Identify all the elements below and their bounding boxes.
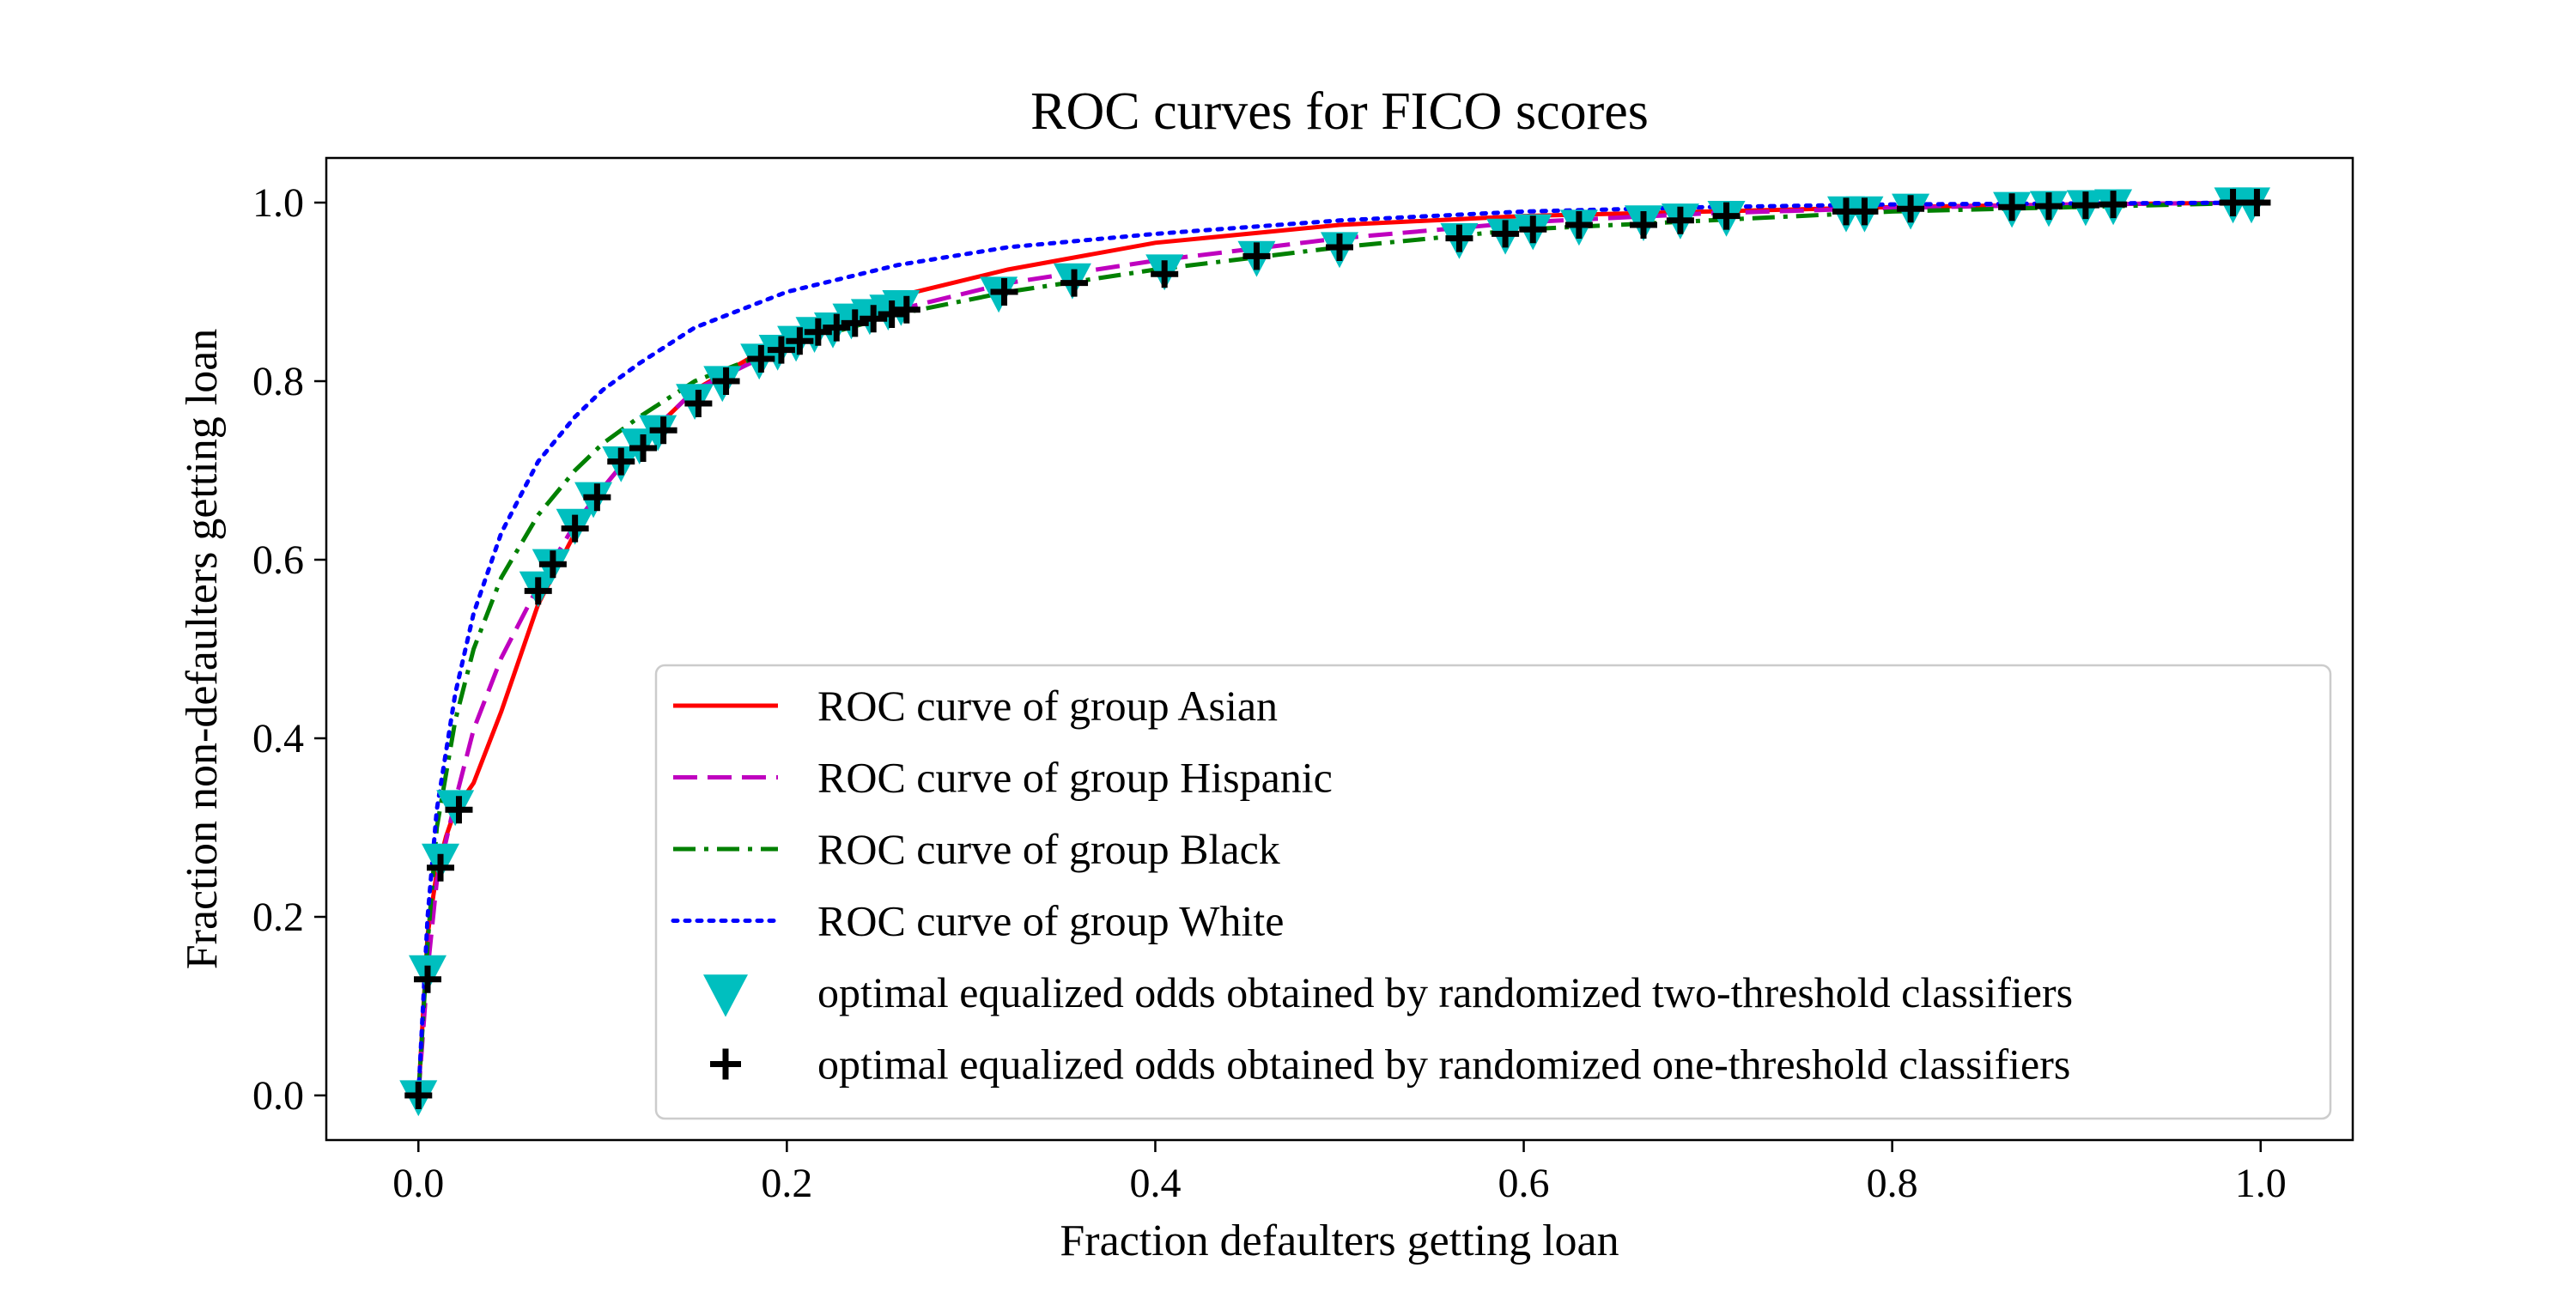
legend-label: optimal equalized odds obtained by rando… bbox=[817, 1040, 2070, 1089]
marker-plus bbox=[1564, 211, 1593, 239]
x-tick-label: 0.8 bbox=[1867, 1161, 1918, 1206]
marker-plus bbox=[990, 278, 1018, 306]
legend-swatch bbox=[703, 974, 748, 1017]
legend-entries: ROC curve of group Asian ROC curve of gro… bbox=[671, 682, 2073, 1089]
marker-plus bbox=[538, 550, 567, 579]
chart-title: ROC curves for FICO scores bbox=[1030, 82, 1649, 141]
marker-plus bbox=[561, 514, 589, 543]
y-tick-label: 0.8 bbox=[252, 359, 304, 404]
y-tick-label: 0.4 bbox=[252, 716, 304, 761]
marker-layer bbox=[399, 187, 2271, 1117]
marker-plus bbox=[427, 853, 455, 882]
marker-plus bbox=[1712, 202, 1741, 230]
marker-plus bbox=[445, 796, 473, 824]
legend-label: ROC curve of group White bbox=[817, 897, 1284, 945]
marker-plus bbox=[1492, 220, 1520, 248]
y-axis-label: Fraction non-defaulters getting loan bbox=[178, 329, 227, 970]
marker-plus bbox=[1326, 234, 1353, 261]
x-tick-label: 1.0 bbox=[2235, 1161, 2287, 1206]
legend: ROC curve of group Asian ROC curve of gro… bbox=[654, 664, 2332, 1120]
marker-plus bbox=[2099, 191, 2128, 219]
marker-plus bbox=[892, 295, 920, 324]
marker-plus bbox=[404, 1082, 433, 1109]
marker-plus bbox=[1666, 206, 1694, 234]
marker-plus bbox=[1445, 224, 1473, 252]
marker-plus bbox=[1850, 197, 1879, 226]
legend-entry: optimal equalized odds obtained by rando… bbox=[703, 968, 2073, 1017]
x-tick-label: 0.2 bbox=[761, 1161, 812, 1206]
marker-plus bbox=[649, 416, 677, 445]
marker-plus bbox=[2219, 189, 2247, 216]
marker-plus bbox=[767, 336, 795, 364]
x-tick-label: 0.4 bbox=[1129, 1161, 1181, 1206]
y-axis: 0.0 0.2 0.4 0.6 0.8 1.0 bbox=[252, 180, 326, 1119]
marker-plus bbox=[1519, 215, 1547, 244]
marker-plus bbox=[2243, 189, 2271, 216]
marker-plus bbox=[1630, 211, 1657, 239]
x-tick-label: 0.6 bbox=[1498, 1161, 1550, 1206]
legend-swatch bbox=[710, 1048, 741, 1080]
marker-plus bbox=[583, 483, 611, 512]
legend-label: ROC curve of group Black bbox=[817, 825, 1280, 873]
legend-label: ROC curve of group Asian bbox=[817, 682, 1278, 730]
marker-plus bbox=[823, 313, 851, 342]
series-line-2 bbox=[416, 200, 2261, 1096]
y-tick-label: 1.0 bbox=[252, 180, 304, 226]
legend-entry: ROC curve of group White bbox=[671, 897, 1284, 945]
marker-plus bbox=[629, 434, 658, 462]
marker-plus bbox=[2071, 191, 2099, 220]
plot-area bbox=[325, 156, 2354, 1142]
x-tick-label: 0.0 bbox=[392, 1161, 444, 1206]
marker-plus bbox=[841, 309, 869, 337]
marker-plus bbox=[804, 318, 832, 346]
marker-plus bbox=[524, 577, 552, 605]
marker-plus bbox=[1242, 242, 1271, 270]
marker-plus bbox=[1060, 269, 1089, 297]
marker-plus bbox=[1998, 193, 2026, 221]
series-line-3 bbox=[416, 200, 2263, 1098]
legend-box bbox=[654, 664, 2332, 1120]
legend-label: ROC curve of group Hispanic bbox=[817, 754, 1333, 802]
plot-frame bbox=[325, 156, 2354, 1142]
legend-entry: ROC curve of group Asian bbox=[673, 682, 1278, 730]
x-axis: 0.0 0.2 0.4 0.6 0.8 1.0 bbox=[392, 1140, 2287, 1206]
marker-plus bbox=[878, 300, 906, 328]
y-tick-label: 0.6 bbox=[252, 537, 304, 583]
legend-entry: optimal equalized odds obtained by rando… bbox=[710, 1040, 2070, 1089]
marker-plus bbox=[747, 345, 775, 373]
y-tick-label: 0.0 bbox=[252, 1073, 304, 1119]
x-axis-label: Fraction defaulters getting loan bbox=[1060, 1216, 1619, 1265]
marker-plus bbox=[860, 305, 888, 333]
legend-entry: ROC curve of group Hispanic bbox=[673, 754, 1333, 802]
marker-plus bbox=[786, 327, 814, 355]
marker-plus bbox=[712, 367, 740, 395]
y-tick-label: 0.2 bbox=[252, 895, 304, 940]
marker-plus bbox=[414, 965, 441, 993]
legend-entry: ROC curve of group Black bbox=[673, 825, 1280, 873]
marker-plus bbox=[2035, 192, 2063, 221]
marker-plus bbox=[607, 447, 635, 476]
marker-plus bbox=[1151, 260, 1179, 288]
marker-plus bbox=[1897, 195, 1925, 223]
marker-plus bbox=[684, 390, 713, 417]
legend-label: optimal equalized odds obtained by rando… bbox=[817, 968, 2073, 1016]
